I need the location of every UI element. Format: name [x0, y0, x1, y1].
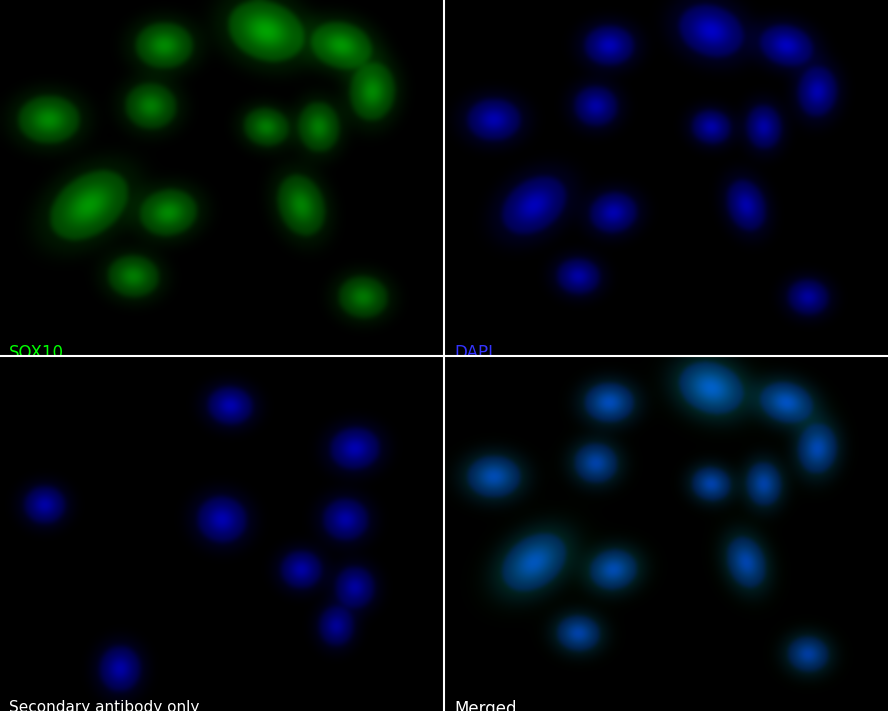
Text: Secondary antibody only: Secondary antibody only [9, 700, 199, 711]
Text: SOX10: SOX10 [9, 344, 64, 362]
Text: Merged: Merged [454, 700, 517, 711]
Text: DAPI: DAPI [454, 344, 493, 362]
